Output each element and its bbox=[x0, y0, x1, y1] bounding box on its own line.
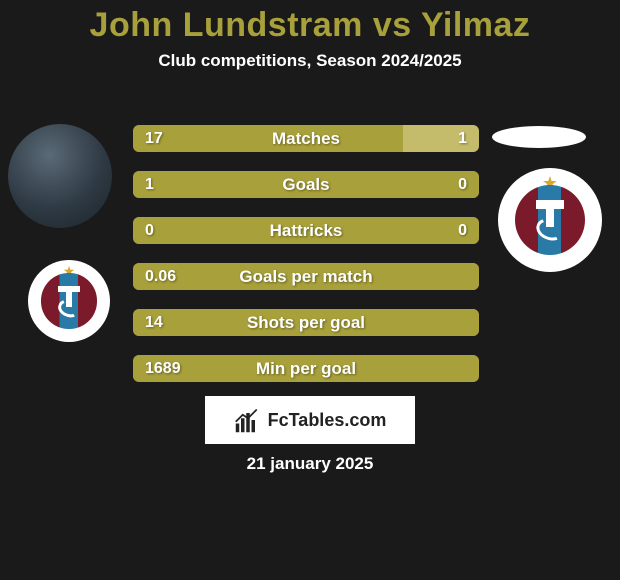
stat-bar-row: Shots per goal14 bbox=[133, 309, 479, 336]
stat-bar-right-value: 1 bbox=[458, 125, 467, 152]
stat-bar-label: Goals bbox=[133, 171, 479, 198]
page-subtitle: Club competitions, Season 2024/2025 bbox=[0, 51, 620, 71]
stat-bar-label: Min per goal bbox=[133, 355, 479, 382]
stat-bar-left-value: 17 bbox=[145, 125, 163, 152]
player1-club-badge: ★ bbox=[28, 260, 110, 342]
trabzonspor-logo: ★ bbox=[508, 178, 591, 261]
stat-bar-row: Goals per match0.06 bbox=[133, 263, 479, 290]
stat-bar-label: Matches bbox=[133, 125, 479, 152]
stat-bar-label: Goals per match bbox=[133, 263, 479, 290]
stat-bar-left-value: 1689 bbox=[145, 355, 181, 382]
brand-badge: FcTables.com bbox=[205, 396, 415, 444]
stat-bar-row: Min per goal1689 bbox=[133, 355, 479, 382]
player2-avatar bbox=[492, 126, 586, 148]
date-text: 21 january 2025 bbox=[0, 454, 620, 474]
stat-bar-left-value: 14 bbox=[145, 309, 163, 336]
brand-text: FcTables.com bbox=[268, 410, 387, 431]
player1-avatar bbox=[8, 124, 112, 228]
page-title: John Lundstram vs Yilmaz bbox=[0, 6, 620, 45]
stat-bar-row: Goals1 0 bbox=[133, 171, 479, 198]
stat-bar-right-value: 0 bbox=[458, 217, 467, 244]
stat-bar-row: Hattricks0 0 bbox=[133, 217, 479, 244]
stat-bar-left-value: 0 bbox=[145, 217, 154, 244]
fctables-logo-icon bbox=[234, 406, 262, 434]
comparison-card: John Lundstram vs Yilmaz Club competitio… bbox=[0, 0, 620, 580]
stat-bars: Matches171Goals10Hattricks00Goals per ma… bbox=[133, 125, 479, 401]
trabzonspor-logo: ★ bbox=[36, 268, 102, 334]
player2-club-badge: ★ bbox=[498, 168, 602, 272]
stat-bar-row: Matches17 1 bbox=[133, 125, 479, 152]
stat-bar-label: Hattricks bbox=[133, 217, 479, 244]
stat-bar-label: Shots per goal bbox=[133, 309, 479, 336]
stat-bar-left-value: 1 bbox=[145, 171, 154, 198]
stat-bar-left-value: 0.06 bbox=[145, 263, 176, 290]
stat-bar-right-value: 0 bbox=[458, 171, 467, 198]
